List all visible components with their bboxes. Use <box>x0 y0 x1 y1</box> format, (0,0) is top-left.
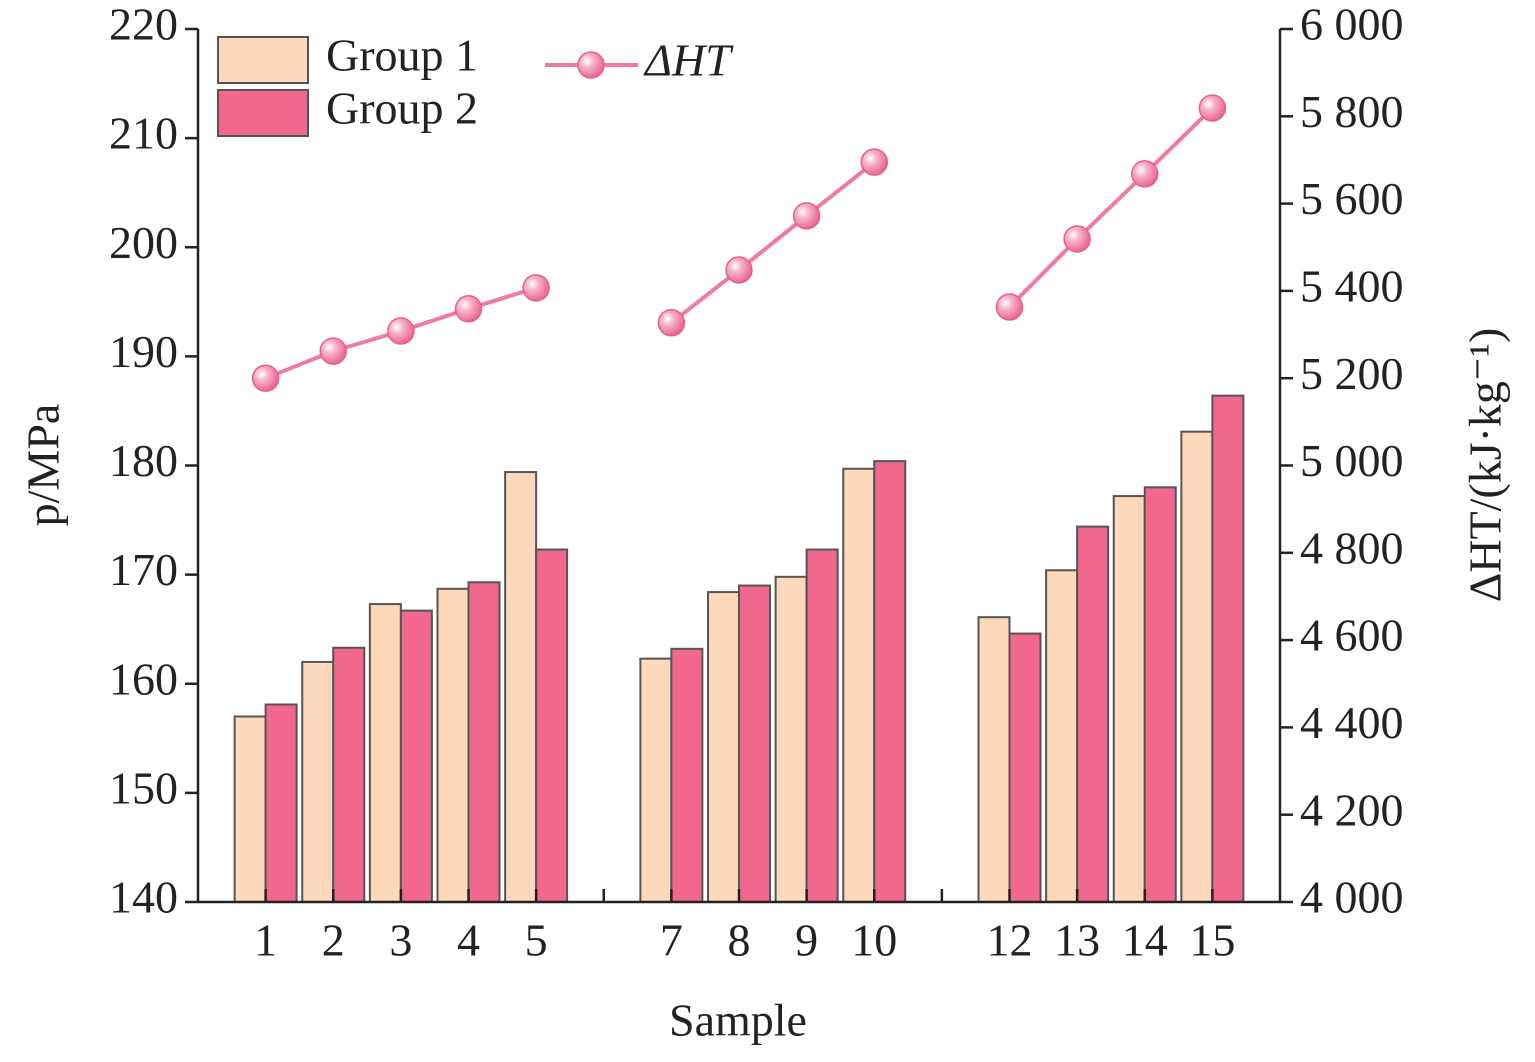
y2-tick-label: 6 000 <box>1300 0 1404 50</box>
x-tick-label: 10 <box>851 915 897 966</box>
bar <box>368 603 402 903</box>
x-tick-label: 14 <box>1122 915 1168 966</box>
bar <box>332 646 366 904</box>
bar <box>1112 495 1146 903</box>
y2-tick-label: 4 200 <box>1300 784 1404 835</box>
bar <box>1008 632 1042 903</box>
x-tick-label: 3 <box>389 915 412 966</box>
marker <box>454 295 483 323</box>
x-tick-label: 7 <box>660 915 683 966</box>
x-tick-label: 5 <box>525 915 548 966</box>
bar <box>738 584 771 903</box>
y-tick-label: 140 <box>109 872 178 923</box>
bar <box>1143 486 1177 903</box>
bar <box>436 587 470 904</box>
marker <box>792 202 821 230</box>
bar <box>670 647 704 904</box>
marker <box>657 309 686 337</box>
y-tick-label: 160 <box>109 653 178 704</box>
bar <box>977 616 1011 904</box>
bar <box>873 460 907 903</box>
bar <box>842 467 876 903</box>
bar <box>301 660 335 903</box>
marker <box>319 337 347 365</box>
legend-label: Group 2 <box>326 83 478 134</box>
y2-tick-label: 5 800 <box>1300 86 1404 137</box>
y-tick-label: 190 <box>109 326 178 377</box>
marker <box>387 317 415 345</box>
y2-tick-label: 5 400 <box>1300 260 1404 311</box>
legend-label: ΔHT <box>643 35 734 86</box>
bar <box>1211 394 1245 903</box>
y2-tick-label: 4 000 <box>1300 872 1404 923</box>
legend-swatch <box>217 36 309 84</box>
marker <box>251 364 280 392</box>
y2-axis-label: ΔHT/(kJ·kg⁻¹) <box>1460 328 1511 603</box>
marker <box>1063 225 1091 253</box>
x-tick-label: 1 <box>254 915 277 966</box>
marker <box>995 293 1024 321</box>
bar <box>805 548 839 903</box>
x-tick-label: 2 <box>322 915 345 966</box>
y-tick-label: 200 <box>109 217 178 268</box>
x-tick-label: 9 <box>795 915 818 966</box>
x-axis-label: Sample <box>669 995 807 1046</box>
bar <box>264 703 298 904</box>
y2-tick-label: 5 600 <box>1300 173 1404 224</box>
marker <box>1131 160 1159 188</box>
x-tick-label: 4 <box>457 915 480 966</box>
x-tick-label: 13 <box>1054 915 1100 966</box>
legend-marker <box>577 51 605 79</box>
y-axis-label: p/MPa <box>18 404 69 527</box>
x-tick-label: 12 <box>987 915 1033 966</box>
bar <box>233 715 267 903</box>
marker <box>860 148 888 176</box>
y-tick-label: 180 <box>109 435 178 486</box>
y2-tick-label: 5 200 <box>1300 348 1404 399</box>
y-tick-label: 170 <box>109 544 178 595</box>
bar <box>707 591 740 904</box>
y-tick-label: 220 <box>109 0 178 50</box>
y2-tick-label: 4 600 <box>1300 610 1404 661</box>
x-tick-label: 15 <box>1189 915 1235 966</box>
bar <box>1180 430 1214 903</box>
bar <box>639 657 673 903</box>
x-tick-label: 8 <box>728 915 751 966</box>
bar <box>1045 569 1079 903</box>
y2-tick-label: 4 800 <box>1300 522 1404 573</box>
marker <box>1198 94 1227 122</box>
y2-tick-label: 5 000 <box>1300 435 1404 486</box>
bar <box>504 471 538 903</box>
bar <box>1076 525 1110 903</box>
y-tick-label: 210 <box>109 108 178 159</box>
bar <box>535 548 569 903</box>
y-tick-label: 150 <box>109 762 178 813</box>
marker <box>522 274 550 302</box>
legend-label: Group 1 <box>326 30 478 81</box>
y2-tick-label: 4 400 <box>1300 697 1404 748</box>
marker <box>725 256 753 284</box>
bar <box>467 581 501 903</box>
bar <box>399 609 433 903</box>
bar <box>774 575 808 903</box>
legend-swatch <box>217 89 309 137</box>
